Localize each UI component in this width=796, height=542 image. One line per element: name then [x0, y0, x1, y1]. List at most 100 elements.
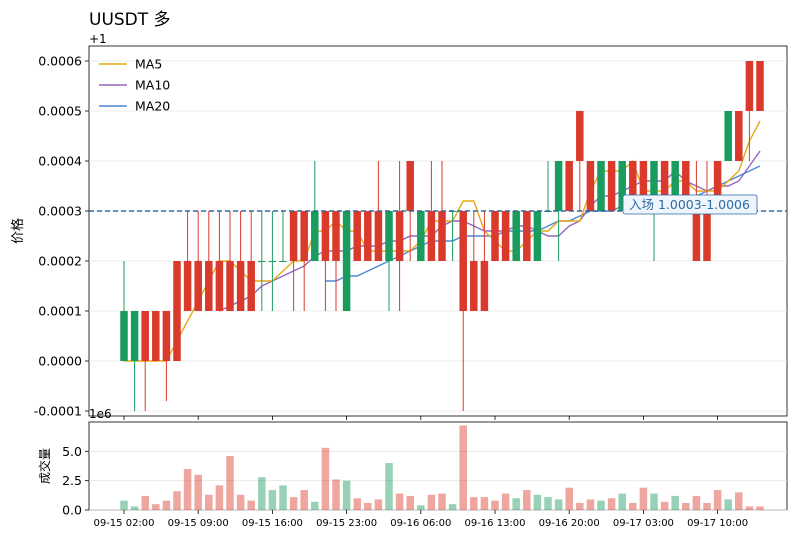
candle-body — [247, 261, 255, 311]
offset-label: +1 — [89, 32, 107, 46]
legend-item: MA10 — [99, 78, 170, 93]
price-tick-label: 0.0002 — [38, 254, 82, 269]
volume-bar — [194, 474, 202, 510]
candle — [289, 211, 298, 311]
candle-body — [279, 261, 287, 262]
candle-body — [480, 261, 489, 311]
candle-body — [364, 211, 372, 261]
volume-bar — [607, 498, 616, 510]
candle — [332, 211, 340, 311]
price-y-tick-labels: 0.0006 0.0005 0.0004 0.0003 0.0002 0.0001 0.00… — [34, 54, 89, 419]
legend-label: MA10 — [135, 78, 170, 93]
price-panel: 0.0006 0.0005 0.0004 0.0003 0.0002 0.0001 0.00… — [34, 45, 788, 419]
candle — [342, 211, 351, 311]
candle-body — [236, 261, 245, 311]
volume-bar — [342, 480, 351, 510]
candle-body — [120, 311, 128, 361]
price-tick-label: 0.0000 — [38, 354, 82, 369]
candle — [459, 211, 467, 411]
candle — [364, 211, 372, 261]
volume-bar — [300, 490, 308, 510]
candle — [448, 211, 457, 261]
price-gridlines — [89, 60, 787, 412]
volume-bar — [448, 504, 457, 510]
volume-bar — [501, 493, 510, 510]
candle-body — [332, 211, 340, 261]
candle-body — [406, 161, 414, 211]
candle-body — [311, 211, 319, 261]
x-tick-label: 09-16 13:00 — [464, 518, 525, 529]
volume-bar — [406, 495, 414, 510]
volume-gridlines — [89, 450, 787, 511]
volume-bar — [152, 504, 160, 510]
volume-bar — [236, 494, 245, 510]
x-tick-labels: 09-15 02:00 09-15 09:00 09-15 16:00 09-15 2… — [93, 416, 748, 529]
candle — [247, 211, 255, 311]
candle-body — [682, 161, 690, 211]
candle-body — [141, 311, 149, 361]
candle-body — [660, 161, 669, 211]
candle — [141, 311, 149, 411]
volume-bar — [321, 447, 330, 510]
legend-item: MA5 — [99, 57, 162, 72]
volume-bar — [576, 502, 584, 510]
volume-bar — [258, 477, 266, 510]
volume-bar — [279, 485, 287, 510]
candle-body — [735, 111, 743, 161]
candle-body — [703, 211, 711, 261]
candle — [417, 211, 425, 261]
volume-bar — [671, 495, 679, 510]
candle-body — [650, 161, 658, 211]
candlesticks — [120, 61, 764, 411]
candle-body — [321, 211, 330, 261]
volume-bar — [215, 485, 224, 510]
candle — [427, 161, 436, 261]
candle-body — [385, 211, 393, 261]
candle — [162, 311, 171, 401]
legend-label: MA5 — [135, 57, 162, 72]
candle-body — [597, 161, 605, 211]
candle — [395, 161, 404, 311]
candle — [544, 161, 552, 212]
x-tick-label: 09-16 06:00 — [390, 518, 451, 529]
entry-annotation-box — [622, 194, 758, 215]
volume-bar — [533, 494, 542, 510]
volume-bar — [703, 502, 711, 510]
chart-title: UUSDT 多 — [89, 10, 171, 30]
candle-body — [756, 61, 764, 111]
volume-bar — [597, 500, 605, 510]
candle — [745, 61, 754, 161]
candle-body — [152, 311, 160, 361]
legend-label: MA20 — [135, 99, 170, 114]
volume-bar — [183, 468, 192, 510]
candle — [194, 211, 202, 311]
price-tick-label: 0.0001 — [38, 304, 82, 319]
candle — [268, 211, 277, 311]
candle-body — [353, 211, 361, 261]
volume-bar — [512, 498, 520, 510]
candle-body — [512, 211, 520, 261]
volume-bar — [364, 502, 372, 510]
candle — [183, 211, 192, 311]
price-tick-label: -0.0001 — [34, 404, 82, 419]
x-tick-label: 09-17 10:00 — [687, 518, 748, 529]
candle — [576, 111, 584, 211]
volume-bars — [120, 425, 764, 510]
candle-body — [554, 161, 563, 211]
candle-body — [713, 161, 722, 211]
x-tick-label: 09-15 02:00 — [93, 518, 154, 529]
candle-body — [576, 111, 584, 161]
volume-bar — [682, 502, 690, 510]
candle-body — [162, 311, 171, 361]
volume-bar — [660, 501, 669, 510]
candle-body — [194, 261, 202, 311]
legend-item: MA20 — [99, 99, 170, 114]
volume-bar — [205, 494, 213, 510]
candle — [565, 161, 573, 211]
volume-bar — [247, 500, 255, 510]
volume-bar — [374, 499, 383, 510]
volume-bar — [130, 506, 139, 510]
volume-bar — [385, 463, 393, 510]
candle — [279, 211, 287, 262]
volume-bar — [692, 495, 701, 510]
